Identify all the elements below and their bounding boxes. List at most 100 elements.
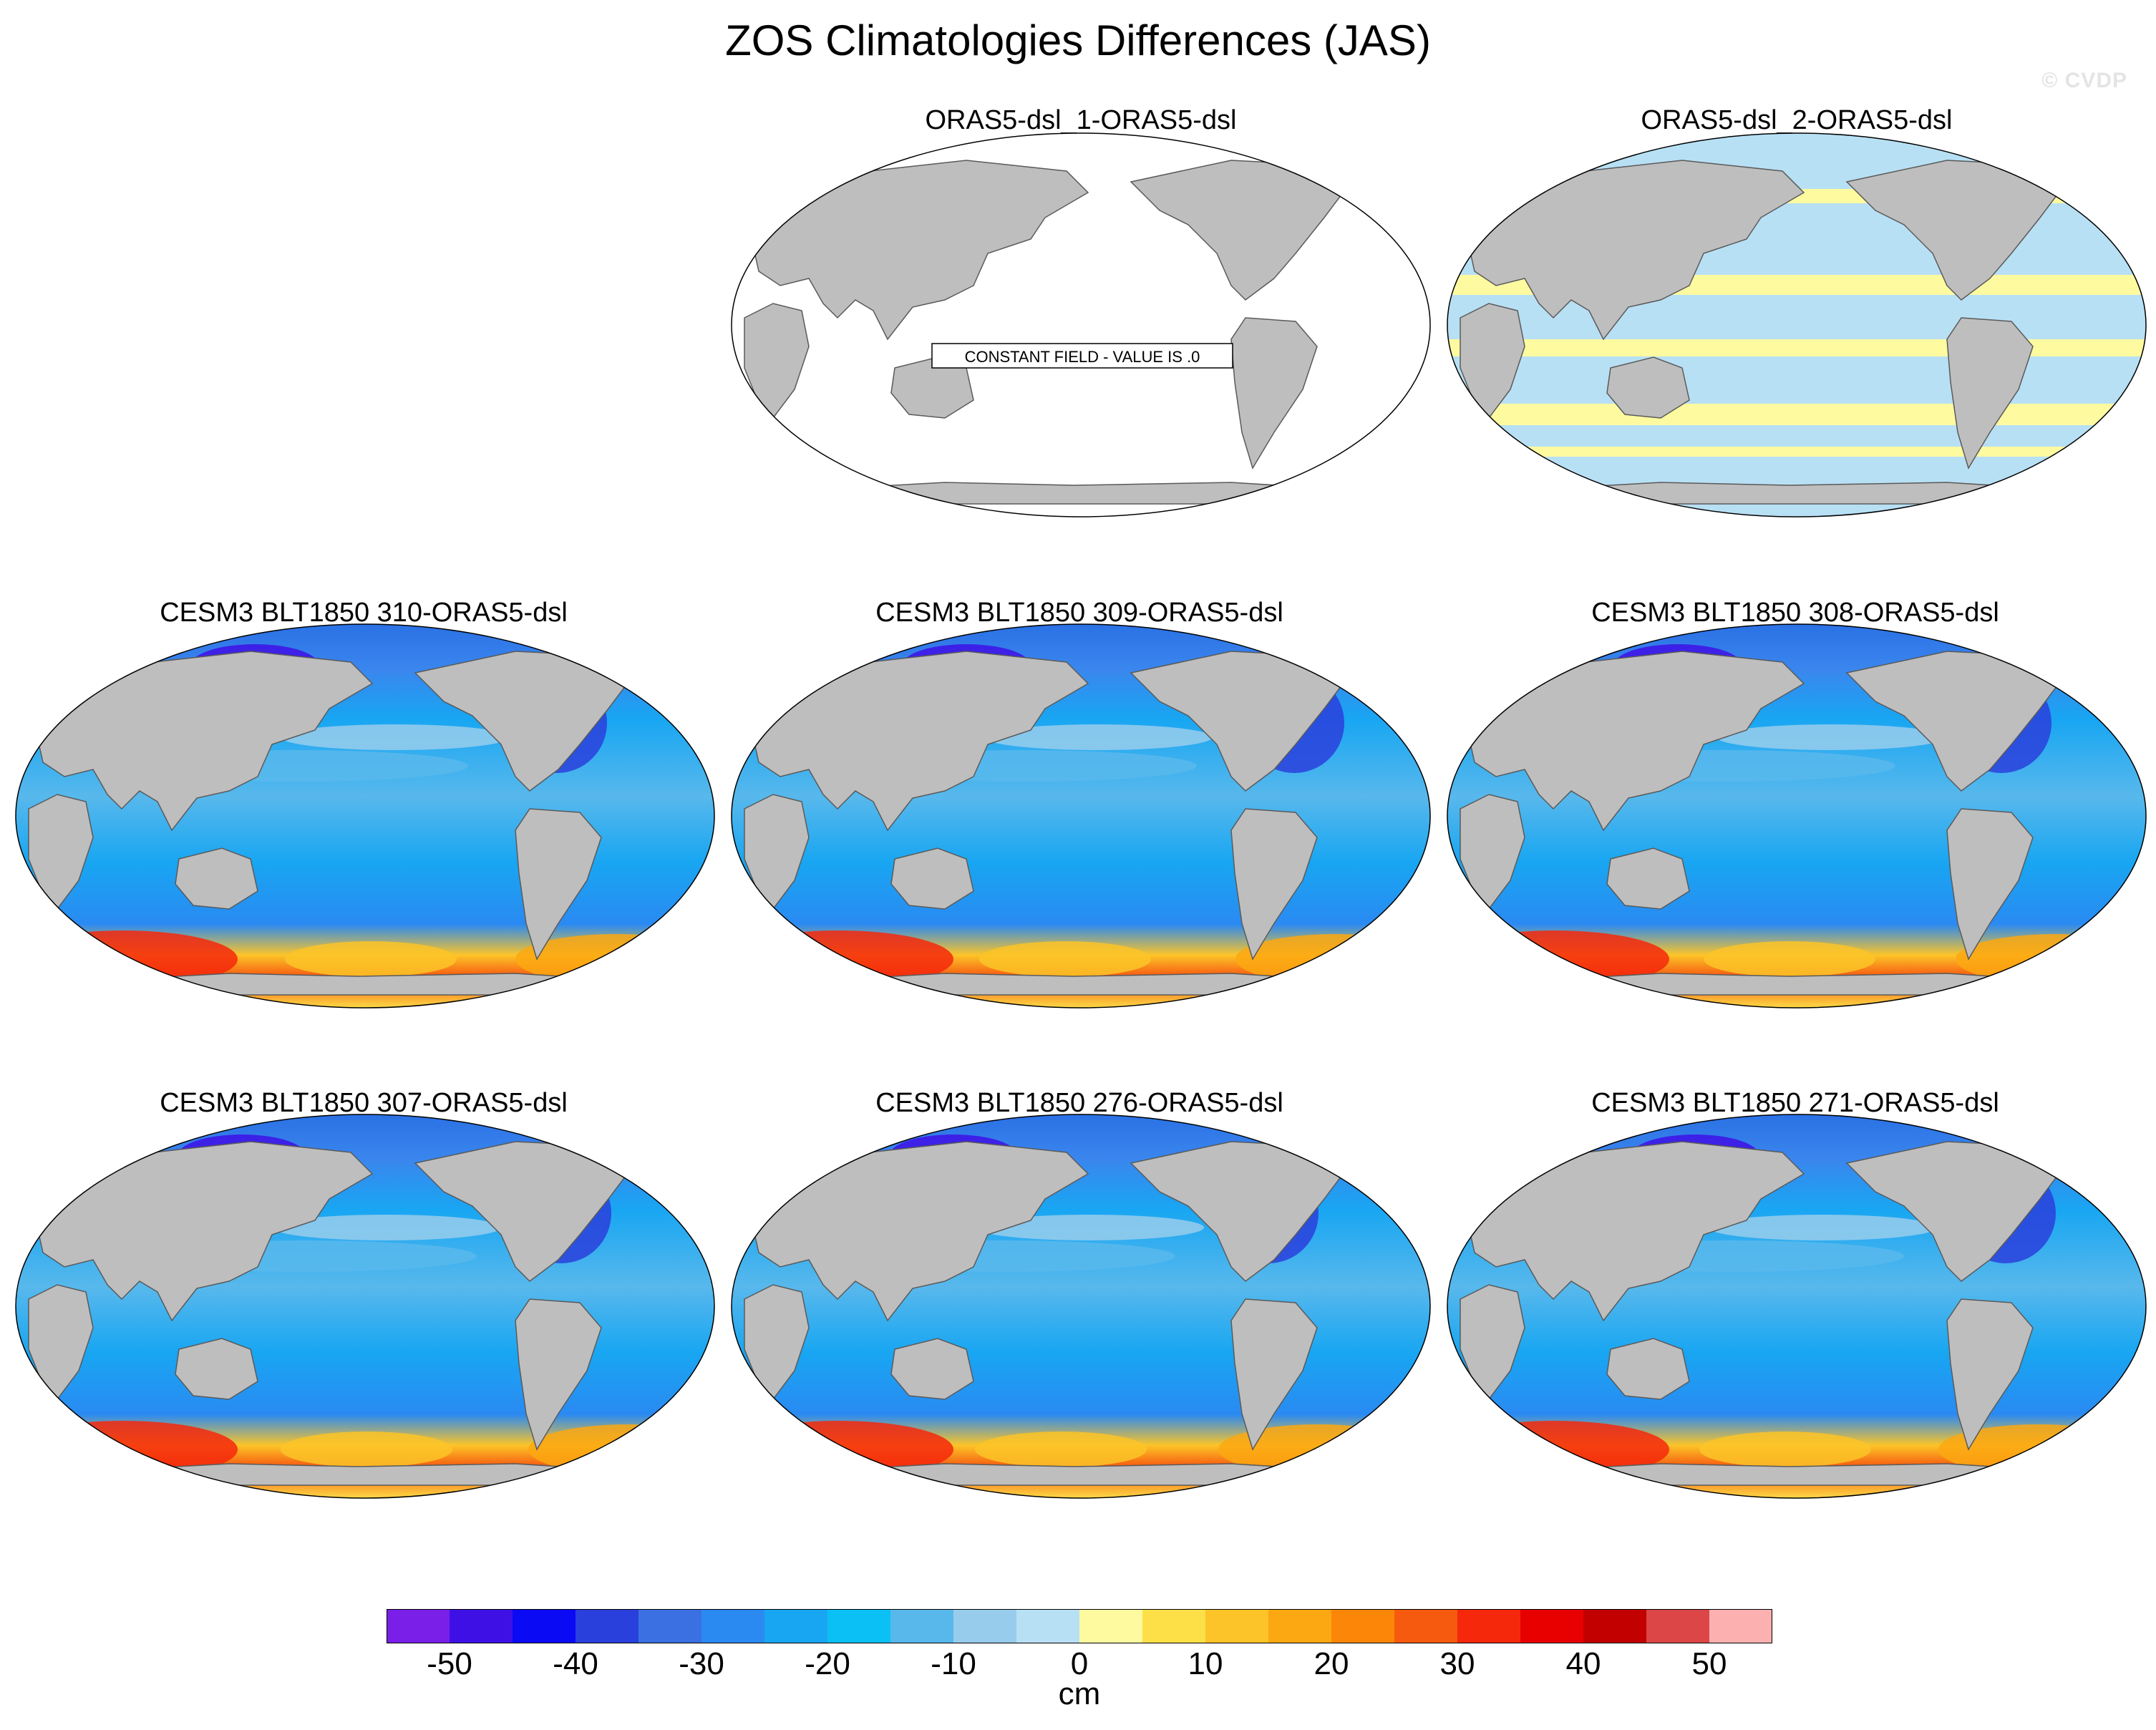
colorbar-swatch <box>1646 1609 1710 1643</box>
landmass-antarctica <box>800 1463 1361 1486</box>
colorbar-swatch <box>513 1609 576 1643</box>
landmass-eurasia <box>1467 160 1805 341</box>
panel-title: CESM3 BLT1850 308-ORAS5-dsl <box>1591 598 1999 628</box>
landmass-africa <box>1460 303 1525 419</box>
landmass-eurasia <box>751 160 1089 341</box>
panel-title: CESM3 BLT1850 276-ORAS5-dsl <box>875 1088 1283 1118</box>
landmass-greenland <box>2075 152 2127 212</box>
landmass-antarctica <box>800 482 1361 505</box>
colorbar-swatch <box>1016 1609 1080 1643</box>
map-border <box>1447 1114 2147 1499</box>
landmass-south-america <box>515 1298 602 1451</box>
landmass-australia <box>175 847 258 910</box>
map-panel <box>1447 132 2147 517</box>
map-panel <box>731 1114 1431 1499</box>
landmass-south-america <box>1946 1298 2034 1451</box>
landmass-antarctica <box>84 973 646 996</box>
landmass-south-america <box>515 808 602 961</box>
panel-title: ORAS5-dsl_2-ORAS5-dsl <box>1641 105 1953 135</box>
landmass-australia <box>1606 356 1690 419</box>
map-panel <box>15 1114 715 1499</box>
landmass-antarctica <box>1516 973 2077 996</box>
landmass-eurasia <box>751 1141 1089 1322</box>
landmass-australia <box>1606 847 1690 910</box>
colorbar-tick-label: 50 <box>1691 1646 1727 1681</box>
colorbar-tick-label: 0 <box>1070 1646 1089 1681</box>
panel-title: CESM3 BLT1850 271-ORAS5-dsl <box>1591 1088 1999 1118</box>
figure-title: ZOS Climatologies Differences (JAS) <box>725 16 1431 64</box>
constant-field-note: CONSTANT FIELD - VALUE IS .0 <box>931 343 1233 369</box>
colorbar-tick-label: -10 <box>931 1646 976 1681</box>
map-panel: CONSTANT FIELD - VALUE IS .0 <box>731 132 1431 517</box>
colorbar-swatch <box>827 1609 891 1643</box>
colorbar-swatch <box>1142 1609 1206 1643</box>
colorbar-tick-label: -20 <box>805 1646 850 1681</box>
map-panel <box>1447 1114 2147 1499</box>
colorbar-swatch <box>953 1609 1017 1643</box>
map-panel <box>15 623 715 1009</box>
map-border <box>15 623 715 1009</box>
landmass-eurasia <box>1467 1141 1805 1322</box>
colorbar-swatch <box>638 1609 702 1643</box>
landmass-africa <box>28 1284 94 1401</box>
colorbar-swatch <box>1457 1609 1521 1643</box>
landmass-antarctica <box>800 973 1361 996</box>
landmass-eurasia <box>35 1141 374 1322</box>
map-border <box>731 623 1431 1009</box>
panel-title: CESM3 BLT1850 309-ORAS5-dsl <box>875 598 1283 628</box>
map-panel <box>1447 623 2147 1009</box>
landmass-south-america <box>1230 1298 1318 1451</box>
colorbar-swatch <box>1709 1609 1772 1643</box>
landmass-eurasia <box>751 651 1089 832</box>
landmass-greenland <box>1359 1134 1411 1193</box>
landmass-greenland <box>1359 643 1411 703</box>
landmass-africa <box>744 303 810 419</box>
land-mask <box>28 643 695 996</box>
colorbar-swatch <box>387 1609 450 1643</box>
colorbar-swatch <box>1583 1609 1647 1643</box>
colorbar-unit-label: cm <box>1058 1676 1101 1711</box>
land-mask <box>744 1134 1411 1486</box>
landmass-africa <box>744 794 810 910</box>
colorbar-swatch <box>1205 1609 1269 1643</box>
colorbar-swatch <box>1079 1609 1143 1643</box>
landmass-eurasia <box>1467 651 1805 832</box>
map-border <box>1447 132 2147 517</box>
landmass-south-america <box>1230 808 1318 961</box>
colorbar-swatch <box>1520 1609 1584 1643</box>
landmass-australia <box>1606 1338 1690 1400</box>
colorbar-tick-label: 10 <box>1188 1646 1223 1681</box>
landmass-australia <box>890 1338 974 1400</box>
landmass-south-america <box>1946 808 2034 961</box>
colorbar-swatch <box>1268 1609 1332 1643</box>
colorbar-tick-label: -50 <box>427 1646 472 1681</box>
land-mask <box>744 643 1411 996</box>
colorbar-tick-label: 40 <box>1565 1646 1601 1681</box>
map-border <box>731 132 1431 517</box>
land-mask <box>1460 152 2127 505</box>
landmass-africa <box>1460 794 1525 910</box>
landmass-africa <box>744 1284 810 1401</box>
landmass-eurasia <box>35 651 374 832</box>
colorbar-tick-label: -40 <box>553 1646 598 1681</box>
panel-title: CESM3 BLT1850 310-ORAS5-dsl <box>160 598 568 628</box>
landmass-greenland <box>2075 643 2127 703</box>
map-panel <box>731 623 1431 1009</box>
panel-title: ORAS5-dsl_1-ORAS5-dsl <box>925 105 1237 135</box>
landmass-africa <box>28 794 94 910</box>
landmass-africa <box>1460 1284 1525 1401</box>
colorbar-swatch <box>1331 1609 1395 1643</box>
colorbar-tick-label: 30 <box>1439 1646 1475 1681</box>
colorbar-tick-labels: -50 -40 -30 -20 -10 0 10 20 30 40 50 <box>387 1646 1772 1682</box>
landmass-australia <box>890 847 974 910</box>
colorbar <box>387 1609 1772 1643</box>
constant-field-note-text: CONSTANT FIELD - VALUE IS .0 <box>965 348 1200 366</box>
landmass-south-america <box>1946 317 2034 470</box>
landmass-antarctica <box>84 1463 646 1486</box>
colorbar-tick-label: 20 <box>1313 1646 1349 1681</box>
colorbar-swatch <box>576 1609 639 1643</box>
map-border <box>15 1114 715 1499</box>
colorbar-tick-label: -30 <box>679 1646 724 1681</box>
landmass-greenland <box>1359 152 1411 212</box>
landmass-greenland <box>2075 1134 2127 1193</box>
